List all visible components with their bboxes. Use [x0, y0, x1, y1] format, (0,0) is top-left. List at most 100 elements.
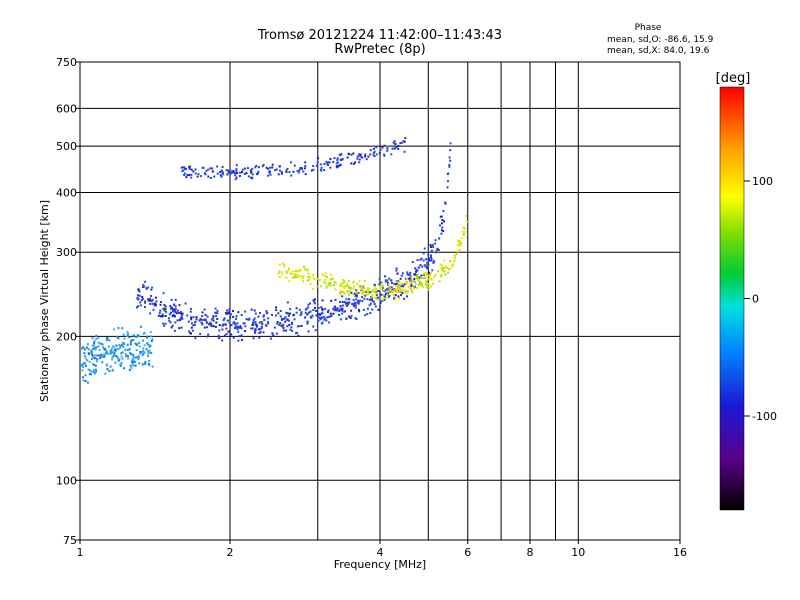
data-point [250, 171, 253, 174]
data-point [245, 318, 248, 321]
data-point [373, 286, 376, 289]
data-point [333, 305, 336, 308]
data-point [211, 170, 214, 173]
data-point [149, 344, 152, 347]
data-point [434, 239, 437, 242]
data-point [117, 359, 120, 362]
stats-line-o: mean, sd,O: -86.6, 15.9 [607, 35, 714, 45]
data-point [171, 324, 174, 327]
data-point [327, 164, 330, 167]
data-point [401, 272, 404, 275]
data-point [276, 322, 279, 325]
data-point [341, 312, 344, 315]
data-point [439, 224, 441, 227]
data-point [94, 364, 97, 367]
data-point [190, 326, 193, 329]
data-point [378, 283, 381, 286]
data-point [258, 332, 261, 334]
data-point [356, 293, 358, 296]
data-point [295, 307, 298, 310]
x-axis-label: Frequency [MHz] [334, 558, 426, 571]
data-point [207, 333, 210, 336]
data-point [126, 344, 129, 346]
data-point [460, 241, 463, 244]
data-point [312, 309, 315, 311]
data-point [443, 267, 446, 269]
data-point [335, 309, 338, 312]
data-point [339, 301, 341, 303]
data-point [345, 285, 348, 288]
data-point [350, 162, 353, 165]
data-point [440, 273, 443, 276]
data-point [424, 265, 427, 268]
data-point [126, 355, 129, 358]
data-point [174, 308, 176, 311]
data-point [90, 370, 93, 373]
data-point [95, 370, 98, 373]
data-point [289, 328, 292, 331]
data-point [285, 270, 288, 273]
data-point [195, 316, 198, 318]
data-point [203, 326, 206, 329]
data-point [286, 318, 289, 321]
data-point [194, 168, 197, 171]
data-point [321, 308, 324, 311]
data-point [364, 290, 367, 293]
data-point [100, 343, 103, 346]
data-point [401, 282, 404, 285]
data-point [403, 283, 406, 286]
data-point [257, 328, 260, 331]
data-point [174, 305, 177, 308]
data-point [391, 281, 393, 284]
data-point [339, 285, 342, 288]
data-point [149, 331, 152, 334]
data-point [391, 147, 394, 150]
data-point [140, 299, 143, 302]
data-point [159, 315, 162, 318]
data-point [398, 281, 401, 284]
data-point [423, 247, 426, 250]
data-point [195, 318, 198, 321]
data-point [349, 287, 352, 290]
data-point [164, 315, 167, 317]
data-point [86, 381, 89, 384]
data-point [353, 285, 356, 288]
data-point [173, 303, 176, 306]
data-point [244, 330, 247, 332]
data-point [309, 310, 312, 313]
data-point [345, 298, 348, 301]
data-point [236, 327, 239, 330]
data-point [432, 245, 435, 248]
data-point [387, 286, 390, 289]
data-point [188, 167, 191, 170]
data-point [361, 296, 364, 299]
data-point [357, 308, 360, 311]
data-point [212, 315, 215, 318]
colorbar-ticks: 100 0 -100 [744, 175, 777, 423]
data-point [312, 325, 315, 328]
data-point [363, 297, 366, 300]
data-point [121, 327, 124, 330]
data-point [289, 272, 292, 275]
data-point [151, 286, 154, 289]
data-point [430, 285, 433, 288]
data-point [218, 324, 221, 327]
data-point [214, 325, 217, 328]
data-point [254, 331, 257, 334]
data-point [397, 147, 400, 150]
data-point [213, 175, 216, 178]
data-point [215, 315, 218, 318]
data-point [163, 309, 166, 312]
data-point [349, 290, 352, 293]
data-point [209, 324, 212, 327]
data-point [386, 147, 389, 150]
data-point [271, 313, 273, 316]
data-point [137, 355, 140, 358]
data-point [443, 220, 445, 223]
data-point [109, 352, 112, 355]
data-point [93, 344, 96, 347]
data-point [352, 298, 355, 301]
data-point [361, 292, 364, 295]
data-point [107, 352, 109, 355]
data-point [296, 331, 299, 334]
